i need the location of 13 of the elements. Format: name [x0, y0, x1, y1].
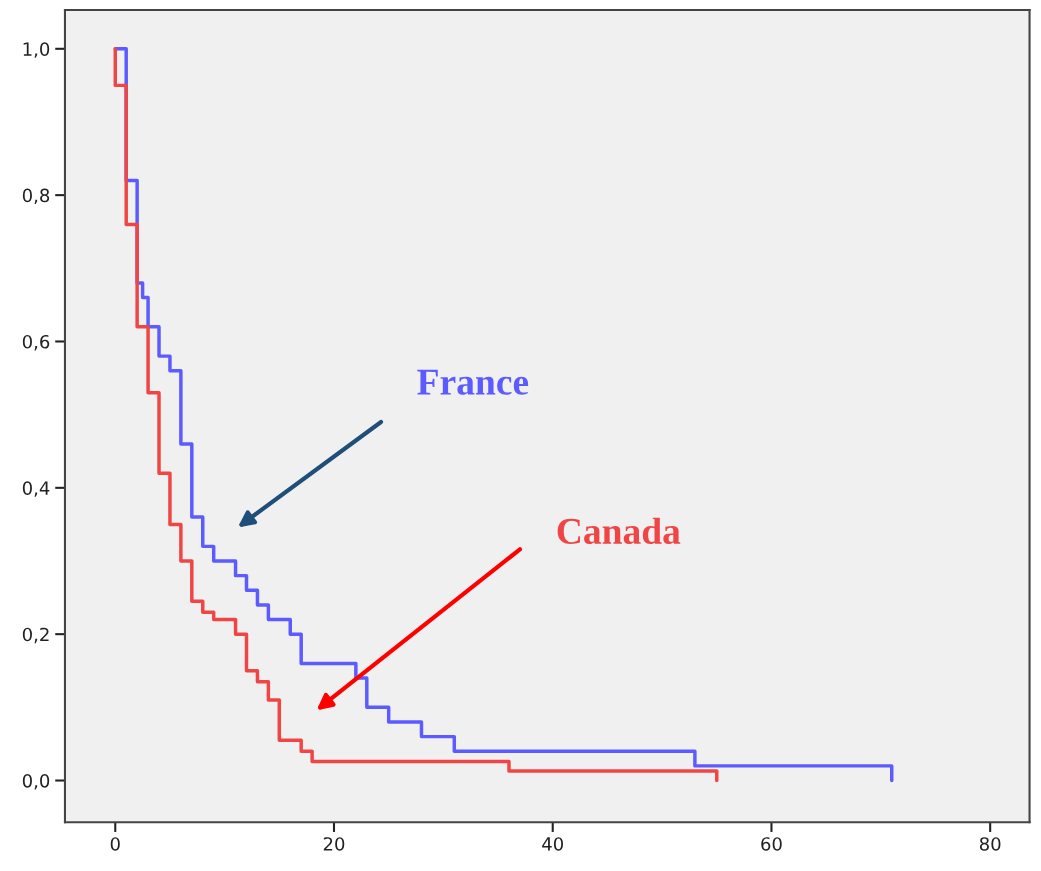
x-tick-label: 0 — [110, 837, 120, 851]
y-tick-label: 0,4 — [22, 481, 50, 497]
text: Canada — [557, 517, 681, 545]
text: France — [417, 369, 529, 395]
y-tick-label: 0,2 — [22, 627, 49, 644]
y-tick-label: 0,8 — [22, 188, 50, 205]
y-tick-label: 0,0 — [22, 773, 50, 790]
x-tick-label: 60 — [761, 837, 782, 851]
x-tick-label: 80 — [979, 837, 1001, 851]
y-tick-label: 0,6 — [22, 334, 50, 351]
x-tick-label: 20 — [323, 837, 345, 851]
x-tick-label: 40 — [542, 837, 564, 851]
y-tick-label: 1,0 — [23, 42, 50, 58]
